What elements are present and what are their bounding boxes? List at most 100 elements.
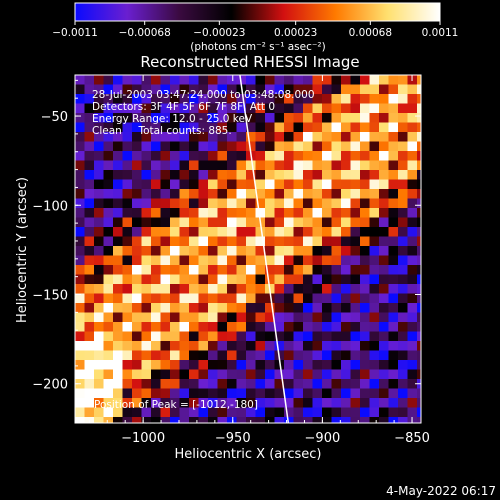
heatmap-cell [84,312,95,323]
heatmap-cell [331,350,342,361]
heatmap-cell [388,284,399,294]
heatmap-cell [103,255,114,266]
heatmap-cell [417,208,421,218]
heatmap-cell [170,113,180,123]
heatmap-cell [141,151,152,161]
heatmap-cell [379,246,389,256]
heatmap-cell [122,151,133,161]
heatmap-cell [407,312,418,323]
heatmap-cell [331,331,342,342]
heatmap-cell [312,208,323,218]
heatmap-cell [170,94,180,104]
heatmap-cell [379,388,389,399]
heatmap-cell [398,331,408,342]
heatmap-cell [75,255,85,266]
y-tick-label: −150 [32,289,68,304]
heatmap-cell [141,388,152,399]
heatmap-cell [151,84,161,95]
heatmap-cell [407,151,418,161]
heatmap-cell [274,255,285,266]
heatmap-cell [350,312,361,323]
heatmap-cell [331,303,342,313]
heatmap-cell [255,398,266,408]
heatmap-cell [103,417,114,423]
heatmap-cell [265,360,275,370]
heatmap-cell [227,103,237,114]
heatmap-cell [379,303,389,313]
heatmap-cell [198,350,209,361]
heatmap-cell [274,217,285,228]
heatmap-cell [312,198,323,209]
heatmap-cell [227,236,237,247]
heatmap-cell [398,255,408,266]
heatmap-cell [75,303,85,313]
heatmap-cell [122,103,133,114]
heatmap-cell [388,407,399,418]
heatmap-cell [417,75,421,85]
heatmap-cell [284,75,294,85]
heatmap-cell [103,75,114,85]
heatmap-cell [227,284,237,294]
heatmap-cell [217,151,228,161]
heatmap-cell [293,388,304,399]
heatmap-cell [312,227,323,237]
heatmap-cell [331,122,342,133]
heatmap-cell [417,160,421,171]
heatmap-cell [303,350,313,361]
heatmap-cell [122,255,133,266]
heatmap-cell [284,407,294,418]
heatmap-cell [84,379,95,389]
heatmap-cell [75,132,85,142]
heatmap-cell [303,303,313,313]
heatmap-cell [407,303,418,313]
heatmap-cell [189,398,199,408]
heatmap-cell [189,331,199,342]
heatmap-cell [217,217,228,228]
heatmap-cell [284,360,294,370]
heatmap-cell [274,160,285,171]
heatmap-cell [227,293,237,304]
heatmap-cell [151,369,161,380]
heatmap-cell [246,360,256,370]
heatmap-cell [189,208,199,218]
heatmap-cell [293,113,304,123]
heatmap-cell [246,84,256,95]
heatmap-cell [331,379,342,389]
heatmap-cell [284,274,294,285]
heatmap-cell [312,179,323,190]
x-tick-label: −950 [215,431,251,446]
heatmap-cell [227,379,237,389]
heatmap-cell [246,255,256,266]
heatmap-cell [217,103,228,114]
heatmap-cell [350,265,361,275]
heatmap-cell [103,388,114,399]
heatmap-cell [208,170,218,180]
heatmap-cell [217,360,228,370]
heatmap-cell [132,170,142,180]
heatmap-cell [132,151,142,161]
heatmap-cell [303,208,313,218]
heatmap-cell [322,274,332,285]
heatmap-cell [227,407,237,418]
heatmap-cell [246,189,256,199]
heatmap-cell [179,227,190,237]
heatmap-cell [274,141,285,152]
heatmap-cell [312,84,323,95]
heatmap-cell [293,274,304,285]
heatmap-cell [293,360,304,370]
heatmap-cell [198,284,209,294]
heatmap-cell [417,388,421,399]
heatmap-cell [113,84,123,95]
heatmap-cell [113,265,123,275]
heatmap-cell [350,170,361,180]
heatmap-cell [331,170,342,180]
heatmap-cell [141,407,152,418]
heatmap-cell [151,331,161,342]
heatmap-cell [227,132,237,142]
heatmap-cell [208,160,218,171]
heatmap-cell [331,208,342,218]
annotation-time-range: 28-Jul-2003 03:47:24.000 to 03:48:08.000 [92,89,315,101]
heatmap-cell [293,407,304,418]
heatmap-cell [227,122,237,133]
